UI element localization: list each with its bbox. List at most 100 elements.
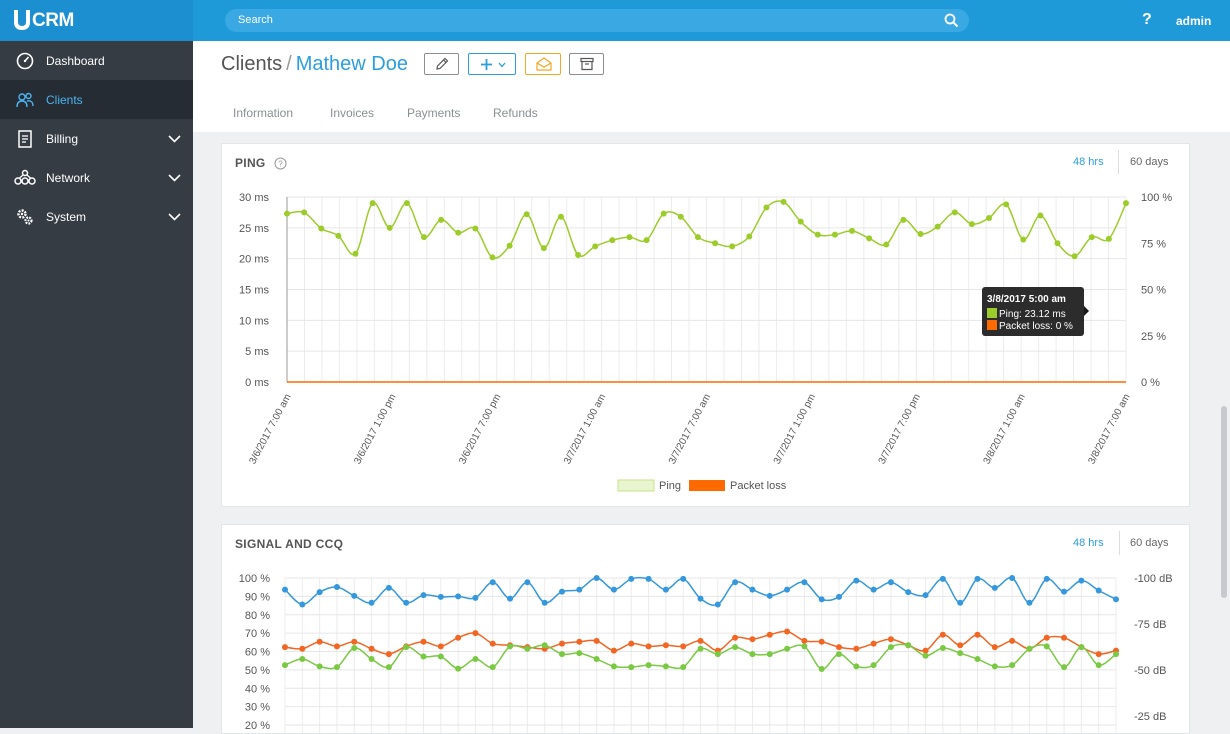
sidebar-item-billing[interactable]: Billing (0, 119, 193, 158)
page-scrollbar[interactable] (1221, 406, 1227, 598)
ubiquiti-logo-icon (14, 10, 30, 30)
signal-orange-data-point (576, 638, 583, 645)
ping-data-point (1054, 240, 1061, 247)
signal-range-48hrs[interactable]: 48 hrs (1073, 537, 1104, 549)
signal-blue-data-point (662, 586, 669, 593)
signal-blue-data-point (645, 575, 652, 582)
signal-green-data-point (1026, 645, 1033, 652)
y-tick-label: 10 ms (239, 315, 269, 327)
tab-refunds[interactable]: Refunds (493, 106, 538, 120)
ping-data-point (472, 225, 479, 232)
x-tick-label: 3/7/2017 1:00 am (562, 392, 608, 466)
signal-blue-data-point (541, 599, 548, 606)
signal-green-data-point (887, 644, 894, 651)
signal-orange-data-point (662, 642, 669, 649)
signal-orange-data-point (368, 645, 375, 652)
signal-blue-data-point (403, 599, 410, 606)
sidebar-item-system[interactable]: System (0, 197, 193, 236)
signal-orange-data-point (697, 637, 704, 644)
x-tick-label: 3/7/2017 7:00 am (667, 392, 713, 466)
y2-tick-label: 0 % (1141, 377, 1160, 389)
sidebar-item-label: Network (46, 171, 91, 185)
ping-data-point (900, 216, 907, 223)
signal-range-60days[interactable]: 60 days (1130, 537, 1169, 549)
signal-panel: SIGNAL AND CCQ 48 hrs 60 days 100 % 90 % 8… (221, 524, 1190, 734)
ping-data-point (951, 209, 958, 216)
signal-green-data-point (1043, 643, 1050, 650)
edit-button[interactable] (424, 53, 459, 75)
chevron-down-icon (498, 62, 506, 68)
chevron-down-icon[interactable] (168, 171, 181, 184)
sidebar-item-network[interactable]: Network (0, 158, 193, 197)
search-input[interactable]: Search (225, 9, 969, 32)
sidebar-item-dashboard[interactable]: Dashboard (0, 41, 193, 80)
ping-range-60days[interactable]: 60 days (1130, 156, 1169, 168)
y2-tick-label: 50 % (1141, 285, 1166, 297)
signal-blue-data-point (714, 601, 721, 608)
logo[interactable]: CRM (0, 0, 193, 41)
signal-blue-data-point (697, 595, 704, 602)
y2-tick-label: 75 % (1141, 238, 1166, 250)
signal-green-data-point (316, 663, 323, 670)
signal-chart: 100 % 90 % 80 % 70 % 60 % 50 % 40 % 30 % 20 % -10… (239, 573, 1173, 733)
signal-blue-data-point (1026, 599, 1033, 606)
signal-blue-data-point (282, 586, 288, 593)
ping-data-point (643, 237, 650, 244)
signal-green-data-point (870, 662, 877, 669)
signal-blue-data-point (853, 577, 860, 584)
archive-button[interactable] (569, 53, 604, 75)
ping-data-point (318, 225, 325, 232)
tooltip-title: 3/8/2017 5:00 am (987, 294, 1066, 305)
signal-blue-data-point (836, 593, 842, 600)
ping-data-point (746, 233, 753, 240)
signal-title: SIGNAL AND CCQ (235, 537, 344, 551)
signal-orange-data-point (991, 644, 998, 651)
mail-icon (536, 57, 552, 71)
tab-invoices[interactable]: Invoices (330, 106, 375, 120)
signal-green-data-point (645, 662, 652, 669)
signal-orange-data-point (732, 634, 739, 641)
signal-green-data-point (922, 652, 929, 659)
chevron-down-icon[interactable] (168, 210, 181, 223)
y-tick-label: 30 ms (239, 192, 269, 204)
signal-orange-data-point (853, 645, 860, 652)
signal-blue-data-point (507, 595, 514, 602)
breadcrumb-clients-link[interactable]: Clients (221, 53, 283, 75)
signal-green-data-point (714, 651, 721, 658)
ping-data-point (797, 218, 804, 225)
edit-icon (436, 57, 449, 70)
y-tick-label: 70 % (245, 628, 270, 640)
signal-green-data-point (974, 656, 981, 663)
chevron-down-icon[interactable] (168, 132, 181, 145)
y-tick-label: 80 % (245, 610, 270, 622)
search-icon[interactable] (944, 13, 959, 28)
help-button[interactable]: ? (1142, 11, 1152, 28)
ping-data-point (403, 200, 410, 207)
signal-orange-data-point (818, 638, 825, 645)
signal-orange-data-point (420, 638, 427, 645)
send-invitation-button[interactable] (525, 53, 561, 75)
sidebar-item-clients[interactable]: Clients (0, 80, 193, 119)
ping-data-point (1020, 236, 1027, 243)
signal-blue-data-point (1009, 575, 1016, 581)
signal-blue-data-point (593, 575, 600, 581)
ping-data-point (883, 241, 890, 248)
signal-green-data-point (732, 644, 739, 651)
y-tick-label: 15 ms (239, 285, 269, 297)
ping-range-48hrs[interactable]: 48 hrs (1073, 156, 1104, 168)
y-tick-label: 30 % (245, 702, 270, 714)
x-tick-label: 3/6/2017 7:00 am (247, 392, 293, 466)
signal-green-data-point (282, 662, 288, 669)
tab-payments[interactable]: Payments (407, 106, 461, 120)
add-button[interactable] (468, 53, 516, 75)
top-bar: CRM Search ? admin (0, 0, 1230, 41)
user-menu[interactable]: admin (1176, 14, 1212, 28)
signal-green-data-point (680, 664, 687, 671)
question-circle-icon[interactable]: ? (274, 157, 287, 170)
y-tick-label: 25 ms (239, 223, 269, 235)
signal-orange-data-point (610, 647, 617, 654)
tab-information[interactable]: Information (233, 106, 294, 120)
signal-blue-data-point (1095, 587, 1102, 594)
signal-blue-data-point (801, 579, 808, 586)
